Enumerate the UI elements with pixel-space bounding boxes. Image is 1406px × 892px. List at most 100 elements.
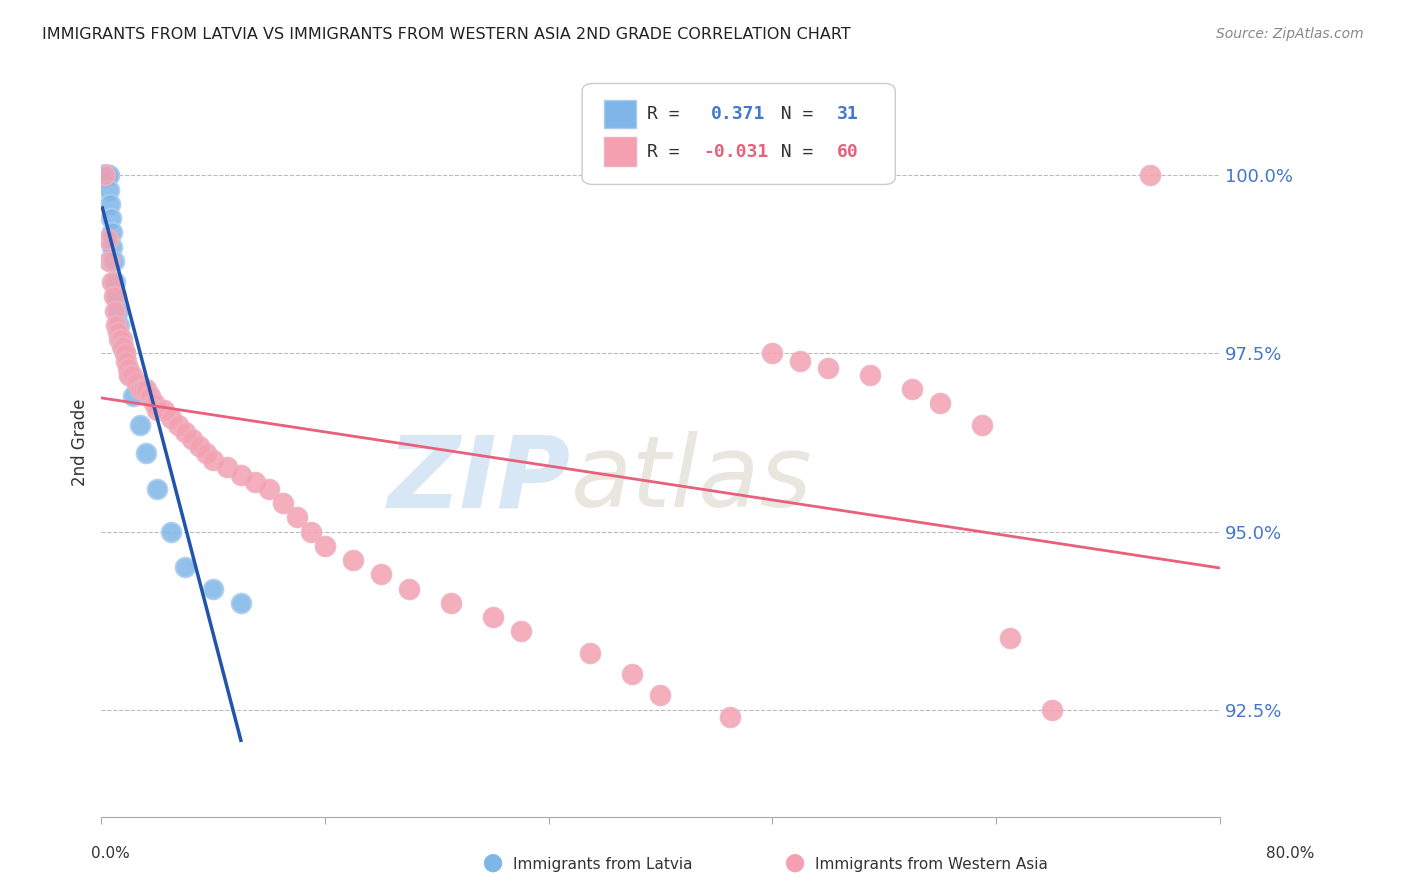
Point bbox=[1040, 703, 1063, 717]
Text: 31: 31 bbox=[837, 105, 859, 123]
Point bbox=[621, 667, 644, 681]
Point bbox=[129, 417, 152, 432]
Point bbox=[91, 169, 114, 183]
Point bbox=[285, 510, 308, 524]
Point bbox=[101, 239, 124, 253]
Point bbox=[93, 169, 115, 183]
Text: -0.031: -0.031 bbox=[703, 143, 768, 161]
Text: ⬤: ⬤ bbox=[785, 854, 804, 872]
Point bbox=[789, 353, 811, 368]
Point bbox=[125, 375, 148, 389]
Point bbox=[761, 346, 783, 360]
Point bbox=[718, 710, 741, 724]
Point bbox=[243, 475, 266, 489]
Point bbox=[901, 382, 924, 396]
Text: N =: N = bbox=[759, 105, 835, 123]
Point bbox=[859, 368, 882, 382]
Bar bbox=[605, 100, 636, 128]
Point bbox=[299, 524, 322, 539]
Point bbox=[101, 275, 124, 289]
Point bbox=[108, 318, 131, 332]
Point bbox=[181, 432, 204, 446]
Point bbox=[94, 169, 117, 183]
Point bbox=[929, 396, 952, 410]
Text: 60: 60 bbox=[837, 143, 859, 161]
Point bbox=[160, 410, 183, 425]
Point bbox=[650, 689, 672, 703]
Point bbox=[112, 339, 135, 353]
Point bbox=[257, 482, 280, 496]
Point bbox=[271, 496, 294, 510]
Point bbox=[174, 425, 197, 439]
Text: IMMIGRANTS FROM LATVIA VS IMMIGRANTS FROM WESTERN ASIA 2ND GRADE CORRELATION CHA: IMMIGRANTS FROM LATVIA VS IMMIGRANTS FRO… bbox=[42, 27, 851, 42]
Point bbox=[96, 169, 118, 183]
Point bbox=[98, 197, 121, 211]
Bar bbox=[605, 137, 636, 166]
Point bbox=[114, 346, 136, 360]
Point bbox=[481, 610, 503, 624]
Point bbox=[146, 403, 169, 417]
Text: 0.0%: 0.0% bbox=[91, 846, 131, 861]
Point bbox=[398, 582, 420, 596]
Point bbox=[370, 567, 392, 582]
Point bbox=[132, 382, 155, 396]
Point bbox=[107, 325, 129, 339]
Point bbox=[97, 169, 120, 183]
Text: N =: N = bbox=[759, 143, 835, 161]
Point bbox=[817, 360, 839, 375]
Y-axis label: 2nd Grade: 2nd Grade bbox=[72, 399, 89, 486]
Point bbox=[97, 232, 120, 246]
Point bbox=[103, 253, 125, 268]
Point bbox=[97, 169, 120, 183]
Point bbox=[229, 467, 252, 482]
FancyBboxPatch shape bbox=[582, 84, 896, 185]
Point bbox=[174, 560, 197, 574]
Point bbox=[194, 446, 217, 460]
Point bbox=[103, 289, 125, 303]
Point bbox=[117, 360, 139, 375]
Text: 0.371: 0.371 bbox=[710, 105, 765, 123]
Point bbox=[110, 332, 132, 346]
Point bbox=[111, 332, 134, 346]
Point bbox=[94, 169, 117, 183]
Point bbox=[111, 339, 134, 353]
Text: ⬤: ⬤ bbox=[482, 854, 502, 872]
Point bbox=[129, 382, 152, 396]
Point bbox=[94, 169, 117, 183]
Point bbox=[118, 368, 141, 382]
Text: Source: ZipAtlas.com: Source: ZipAtlas.com bbox=[1216, 27, 1364, 41]
Point bbox=[229, 596, 252, 610]
Text: ZIP: ZIP bbox=[388, 432, 571, 528]
Point bbox=[167, 417, 190, 432]
Text: Immigrants from Latvia: Immigrants from Latvia bbox=[513, 857, 693, 872]
Point bbox=[93, 169, 115, 183]
Point bbox=[160, 524, 183, 539]
Point bbox=[135, 446, 157, 460]
Point bbox=[314, 539, 336, 553]
Point bbox=[108, 332, 131, 346]
Point bbox=[91, 169, 114, 183]
Point bbox=[98, 253, 121, 268]
Text: R =: R = bbox=[647, 143, 690, 161]
Point bbox=[100, 211, 122, 226]
Point bbox=[440, 596, 463, 610]
Point bbox=[509, 624, 531, 639]
Point bbox=[146, 482, 169, 496]
Point bbox=[201, 453, 224, 467]
Text: atlas: atlas bbox=[571, 432, 813, 528]
Point bbox=[201, 582, 224, 596]
Text: R =: R = bbox=[647, 105, 702, 123]
Point bbox=[104, 275, 127, 289]
Point bbox=[998, 632, 1021, 646]
Point bbox=[143, 396, 166, 410]
Point bbox=[153, 403, 176, 417]
Point bbox=[342, 553, 364, 567]
Point bbox=[579, 646, 602, 660]
Point bbox=[105, 289, 128, 303]
Point bbox=[114, 346, 136, 360]
Point bbox=[96, 169, 118, 183]
Point bbox=[970, 417, 993, 432]
Point bbox=[1139, 169, 1161, 183]
Point bbox=[107, 303, 129, 318]
Point bbox=[135, 382, 157, 396]
